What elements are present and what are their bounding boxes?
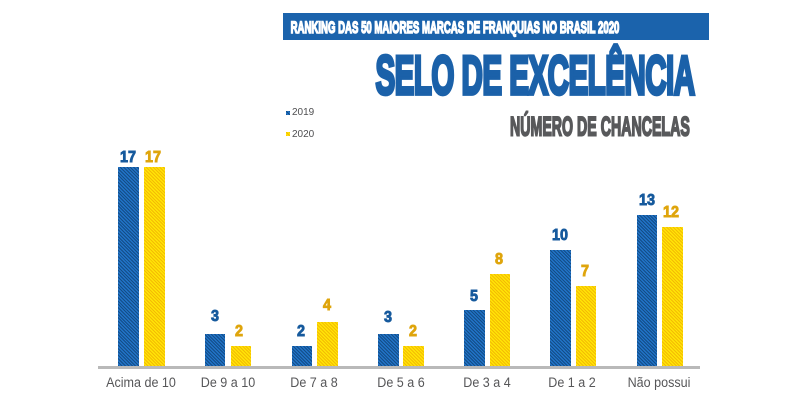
svg-text:NÚMERO DE CHANCELAS: NÚMERO DE CHANCELAS — [510, 110, 690, 141]
svg-text:SELO DE EXCELÊNCIA: SELO DE EXCELÊNCIA — [375, 44, 694, 106]
